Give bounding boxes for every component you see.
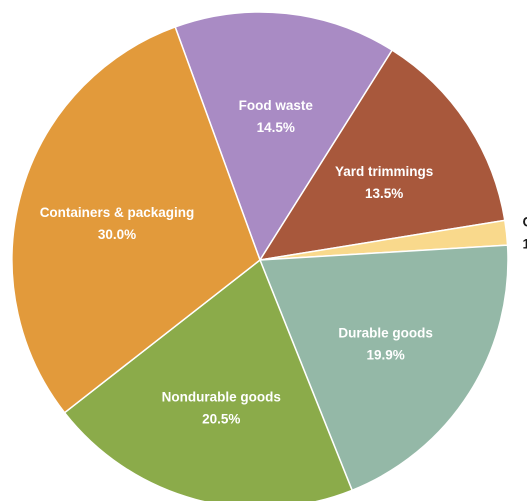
slice-yard-trimmings <box>258 49 506 262</box>
slice-value-nondurable-goods: 20.5% <box>202 412 240 427</box>
slice-value-yard-trimmings: 13.5% <box>365 186 403 201</box>
slice-value-durable-goods: 19.9% <box>367 348 405 363</box>
slice-label-other: Other 1.6% <box>522 215 527 252</box>
slice-label-durable-goods: Durable goods 19.9% <box>338 326 433 363</box>
slice-name-containers-and-packaging: Containers & packaging <box>40 205 195 220</box>
slice-food-waste <box>174 11 394 262</box>
slice-name-yard-trimmings: Yard trimmings <box>335 164 433 179</box>
slice-name-nondurable-goods: Nondurable goods <box>162 390 281 405</box>
slice-name-durable-goods: Durable goods <box>338 326 433 341</box>
slice-value-containers-and-packaging: 30.0% <box>98 227 136 242</box>
slice-label-containers-and-packaging: Containers & packaging 30.0% <box>40 205 195 242</box>
slice-value-other: 1.6% <box>522 237 527 252</box>
slice-label-yard-trimmings: Yard trimmings 13.5% <box>335 164 433 201</box>
slice-nondurable-goods <box>63 258 354 501</box>
slice-name-other: Other <box>522 215 527 230</box>
slice-label-nondurable-goods: Nondurable goods 20.5% <box>162 390 281 427</box>
slice-label-food-waste: Food waste 14.5% <box>239 98 314 135</box>
slice-containers-and-packaging <box>11 25 261 414</box>
slice-value-food-waste: 14.5% <box>257 120 295 135</box>
slice-name-food-waste: Food waste <box>239 98 314 113</box>
slices-layer <box>11 11 509 501</box>
labels-layer: Food waste 14.5% Yard trimmings 13.5% Other 1… <box>40 98 527 427</box>
slice-durable-goods <box>258 244 509 492</box>
